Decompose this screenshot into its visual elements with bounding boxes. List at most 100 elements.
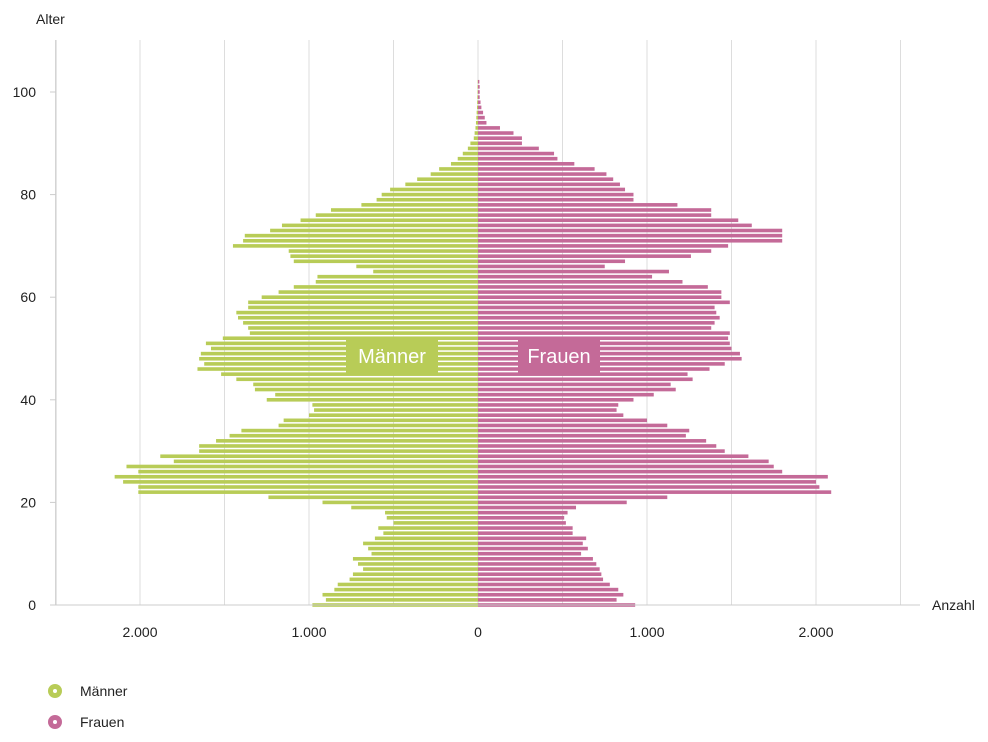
bar-maenner xyxy=(475,126,478,130)
bar-frauen xyxy=(478,295,721,299)
x-axis-label: Anzahl xyxy=(932,597,975,613)
bar-frauen xyxy=(478,152,554,156)
bar-frauen xyxy=(478,454,748,458)
bar-maenner xyxy=(233,244,478,248)
bar-maenner xyxy=(338,583,478,587)
bar-maenner xyxy=(350,578,478,582)
bar-frauen xyxy=(478,588,618,592)
bar-frauen xyxy=(478,531,573,535)
legend: Männer Frauen xyxy=(48,680,127,742)
bar-maenner xyxy=(216,439,478,443)
bar-maenner xyxy=(248,306,478,310)
bar-maenner xyxy=(250,331,478,335)
bar-frauen xyxy=(478,126,500,130)
bar-frauen xyxy=(478,403,618,407)
bar-frauen xyxy=(478,244,728,248)
bar-maenner xyxy=(284,419,478,423)
bar-maenner xyxy=(199,444,478,448)
bar-maenner xyxy=(138,485,478,489)
bar-frauen xyxy=(478,259,625,263)
bar-frauen xyxy=(478,598,617,602)
bar-frauen xyxy=(478,398,633,402)
bar-frauen xyxy=(478,121,486,125)
bar-frauen xyxy=(478,347,732,351)
bar-maenner xyxy=(383,531,478,535)
bar-maenner xyxy=(463,152,478,156)
bar-maenner xyxy=(382,193,478,197)
bar-frauen xyxy=(478,439,706,443)
bar-maenner xyxy=(236,311,478,315)
bar-frauen xyxy=(478,511,568,515)
y-tick-label: 60 xyxy=(20,289,36,305)
center-label-maenner: Männer xyxy=(358,346,426,368)
circle-dot-icon xyxy=(48,684,62,698)
bar-maenner xyxy=(439,167,478,171)
bar-frauen xyxy=(478,449,725,453)
bar-maenner xyxy=(477,90,478,94)
bar-maenner xyxy=(361,203,478,207)
bar-maenner xyxy=(323,501,478,505)
bar-maenner xyxy=(417,177,478,181)
bar-frauen xyxy=(478,136,522,140)
bar-frauen xyxy=(478,270,669,274)
bar-maenner xyxy=(199,449,478,453)
bar-frauen xyxy=(478,567,600,571)
circle-dot-icon xyxy=(48,715,62,729)
bar-maenner xyxy=(317,275,478,279)
bar-frauen xyxy=(478,85,480,89)
y-axis-label: Alter xyxy=(36,11,65,27)
bar-maenner xyxy=(387,516,478,520)
bar-maenner xyxy=(316,280,478,284)
bar-maenner xyxy=(353,557,478,561)
bar-maenner xyxy=(477,85,478,89)
bar-frauen xyxy=(478,429,689,433)
bar-frauen xyxy=(478,203,677,207)
legend-item-maenner[interactable]: Männer xyxy=(48,680,127,702)
bar-maenner xyxy=(316,213,478,217)
bar-maenner xyxy=(476,121,478,125)
bar-maenner xyxy=(289,249,478,253)
bar-maenner xyxy=(475,131,478,135)
bar-frauen xyxy=(478,116,485,120)
bar-maenner xyxy=(160,454,478,458)
bar-frauen xyxy=(478,516,564,520)
bar-frauen xyxy=(478,572,601,576)
bar-maenner xyxy=(468,147,478,151)
x-tick-label: 1.000 xyxy=(629,624,664,640)
bar-frauen xyxy=(478,265,605,269)
bar-maenner xyxy=(373,270,478,274)
bar-frauen xyxy=(478,177,613,181)
bar-frauen xyxy=(478,321,715,325)
bar-frauen xyxy=(478,131,513,135)
legend-item-frauen[interactable]: Frauen xyxy=(48,711,127,733)
bar-frauen xyxy=(478,80,479,84)
bar-maenner xyxy=(331,208,478,212)
bar-maenner xyxy=(326,598,478,602)
bar-maenner xyxy=(243,239,478,243)
y-tick-label: 0 xyxy=(28,597,36,613)
bar-maenner xyxy=(248,326,478,330)
bar-frauen xyxy=(478,495,667,499)
bar-frauen xyxy=(478,208,711,212)
bar-frauen xyxy=(478,357,742,361)
bar-frauen xyxy=(478,408,617,412)
bar-frauen xyxy=(478,142,522,146)
bar-frauen xyxy=(478,552,581,556)
bar-maenner xyxy=(363,567,478,571)
bar-maenner xyxy=(356,265,478,269)
bar-frauen xyxy=(478,444,716,448)
bar-maenner xyxy=(294,285,478,289)
bar-frauen xyxy=(478,100,481,104)
bar-frauen xyxy=(478,162,574,166)
bar-maenner xyxy=(470,142,478,146)
bar-frauen xyxy=(478,331,730,335)
y-tick-label: 100 xyxy=(13,84,37,100)
bar-frauen xyxy=(478,475,828,479)
bar-frauen xyxy=(478,583,610,587)
bar-frauen xyxy=(478,377,693,381)
bar-frauen xyxy=(478,111,483,115)
bar-maenner xyxy=(270,229,478,233)
bar-maenner xyxy=(238,316,478,320)
